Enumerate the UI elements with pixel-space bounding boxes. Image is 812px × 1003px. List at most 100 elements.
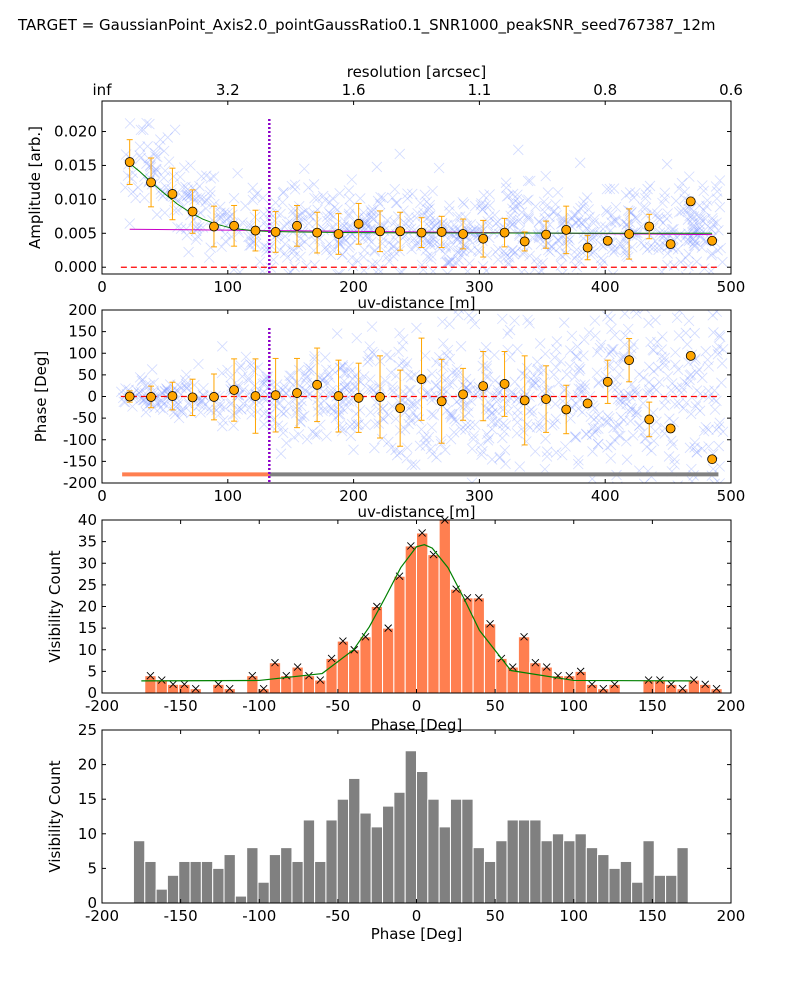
visibility-point <box>644 180 656 192</box>
visibility-point <box>615 399 626 411</box>
binned-point <box>416 227 427 238</box>
visibility-point <box>153 141 164 152</box>
visibility-point <box>296 411 308 423</box>
visibility-point <box>575 383 587 395</box>
bin-count-marker <box>316 676 325 684</box>
visibility-point <box>244 240 255 251</box>
visibility-point <box>159 165 171 177</box>
binned-point <box>478 381 489 392</box>
visibility-point <box>259 377 270 389</box>
visibility-point <box>383 256 395 267</box>
visibility-point <box>345 366 357 378</box>
visibility-point <box>371 257 383 269</box>
y-tick-label: 0.015 <box>54 156 97 174</box>
histogram-bar <box>302 675 316 694</box>
histogram-bar <box>302 819 316 904</box>
histogram-bar <box>359 636 372 694</box>
visibility-point <box>443 379 455 390</box>
visibility-point <box>279 231 291 242</box>
visibility-point <box>341 367 352 379</box>
visibility-point <box>373 418 385 429</box>
visibility-point <box>586 429 598 441</box>
visibility-point <box>640 193 651 204</box>
visibility-point <box>716 358 728 369</box>
visibility-point <box>280 388 292 400</box>
visibility-point <box>501 488 511 498</box>
visibility-point <box>200 203 212 214</box>
histogram-bar <box>687 679 701 694</box>
visibility-point <box>679 205 691 216</box>
visibility-point <box>417 210 429 222</box>
visibility-point <box>281 218 293 230</box>
visibility-point <box>516 207 528 218</box>
visibility-point <box>196 395 208 407</box>
visibility-point <box>334 188 345 199</box>
visibility-point <box>394 245 405 257</box>
visibility-point <box>361 216 373 228</box>
visibility-point <box>570 350 582 362</box>
visibility-point <box>469 318 481 330</box>
visibility-point <box>707 212 718 224</box>
visibility-point <box>646 445 657 456</box>
visibility-point <box>460 424 471 435</box>
y-tick-label: 5 <box>87 859 97 877</box>
visibility-point <box>593 378 604 389</box>
visibility-point <box>401 358 413 369</box>
visibility-point <box>158 398 170 409</box>
visibility-point <box>135 124 147 136</box>
visibility-point <box>576 406 588 418</box>
visibility-point <box>613 419 624 430</box>
visibility-point <box>460 419 472 431</box>
visibility-point <box>709 385 720 396</box>
binned-point <box>353 392 364 403</box>
visibility-point <box>554 241 566 253</box>
visibility-point <box>491 406 503 417</box>
visibility-point <box>383 237 395 249</box>
visibility-point <box>477 225 488 237</box>
x-tick-label: 50 <box>486 697 505 715</box>
histogram-bar <box>665 683 678 694</box>
visibility-point <box>444 353 456 365</box>
visibility-point <box>228 420 239 431</box>
visibility-point <box>696 443 708 454</box>
visibility-point <box>610 201 622 213</box>
visibility-point <box>643 384 655 395</box>
visibility-point <box>343 208 355 220</box>
visibility-point <box>526 404 537 415</box>
visibility-point <box>214 408 225 420</box>
y-tick-label: 25 <box>78 721 97 739</box>
visibility-point <box>615 238 627 249</box>
visibility-point <box>500 177 512 188</box>
visibility-point <box>637 427 649 438</box>
visibility-point <box>299 368 311 379</box>
visibility-point <box>472 390 484 402</box>
visibility-point <box>283 375 295 387</box>
visibility-point <box>335 362 346 374</box>
x-tick-label: 400 <box>591 487 620 505</box>
visibility-point <box>671 312 683 324</box>
visibility-point <box>560 441 571 452</box>
visibility-point <box>393 360 405 371</box>
visibility-point <box>144 118 155 130</box>
visibility-point <box>176 404 188 415</box>
visibility-point <box>541 451 553 462</box>
visibility-point <box>126 173 138 184</box>
y-tick-label: 50 <box>78 366 97 384</box>
visibility-point <box>422 212 434 223</box>
visibility-point <box>687 214 698 225</box>
histogram-bar <box>676 847 689 904</box>
y-tick-label: 15 <box>78 619 97 637</box>
visibility-point <box>523 406 535 417</box>
visibility-point <box>352 419 363 431</box>
visibility-point <box>689 227 701 238</box>
visibility-point <box>538 220 550 231</box>
histogram-bar <box>427 798 440 904</box>
visibility-point <box>426 250 437 261</box>
visibility-point <box>673 330 685 341</box>
visibility-point <box>540 200 552 212</box>
visibility-point <box>601 206 613 218</box>
visibility-point <box>176 382 187 394</box>
visibility-point <box>188 192 199 203</box>
histogram-bar <box>155 679 168 694</box>
visibility-point <box>556 232 568 244</box>
